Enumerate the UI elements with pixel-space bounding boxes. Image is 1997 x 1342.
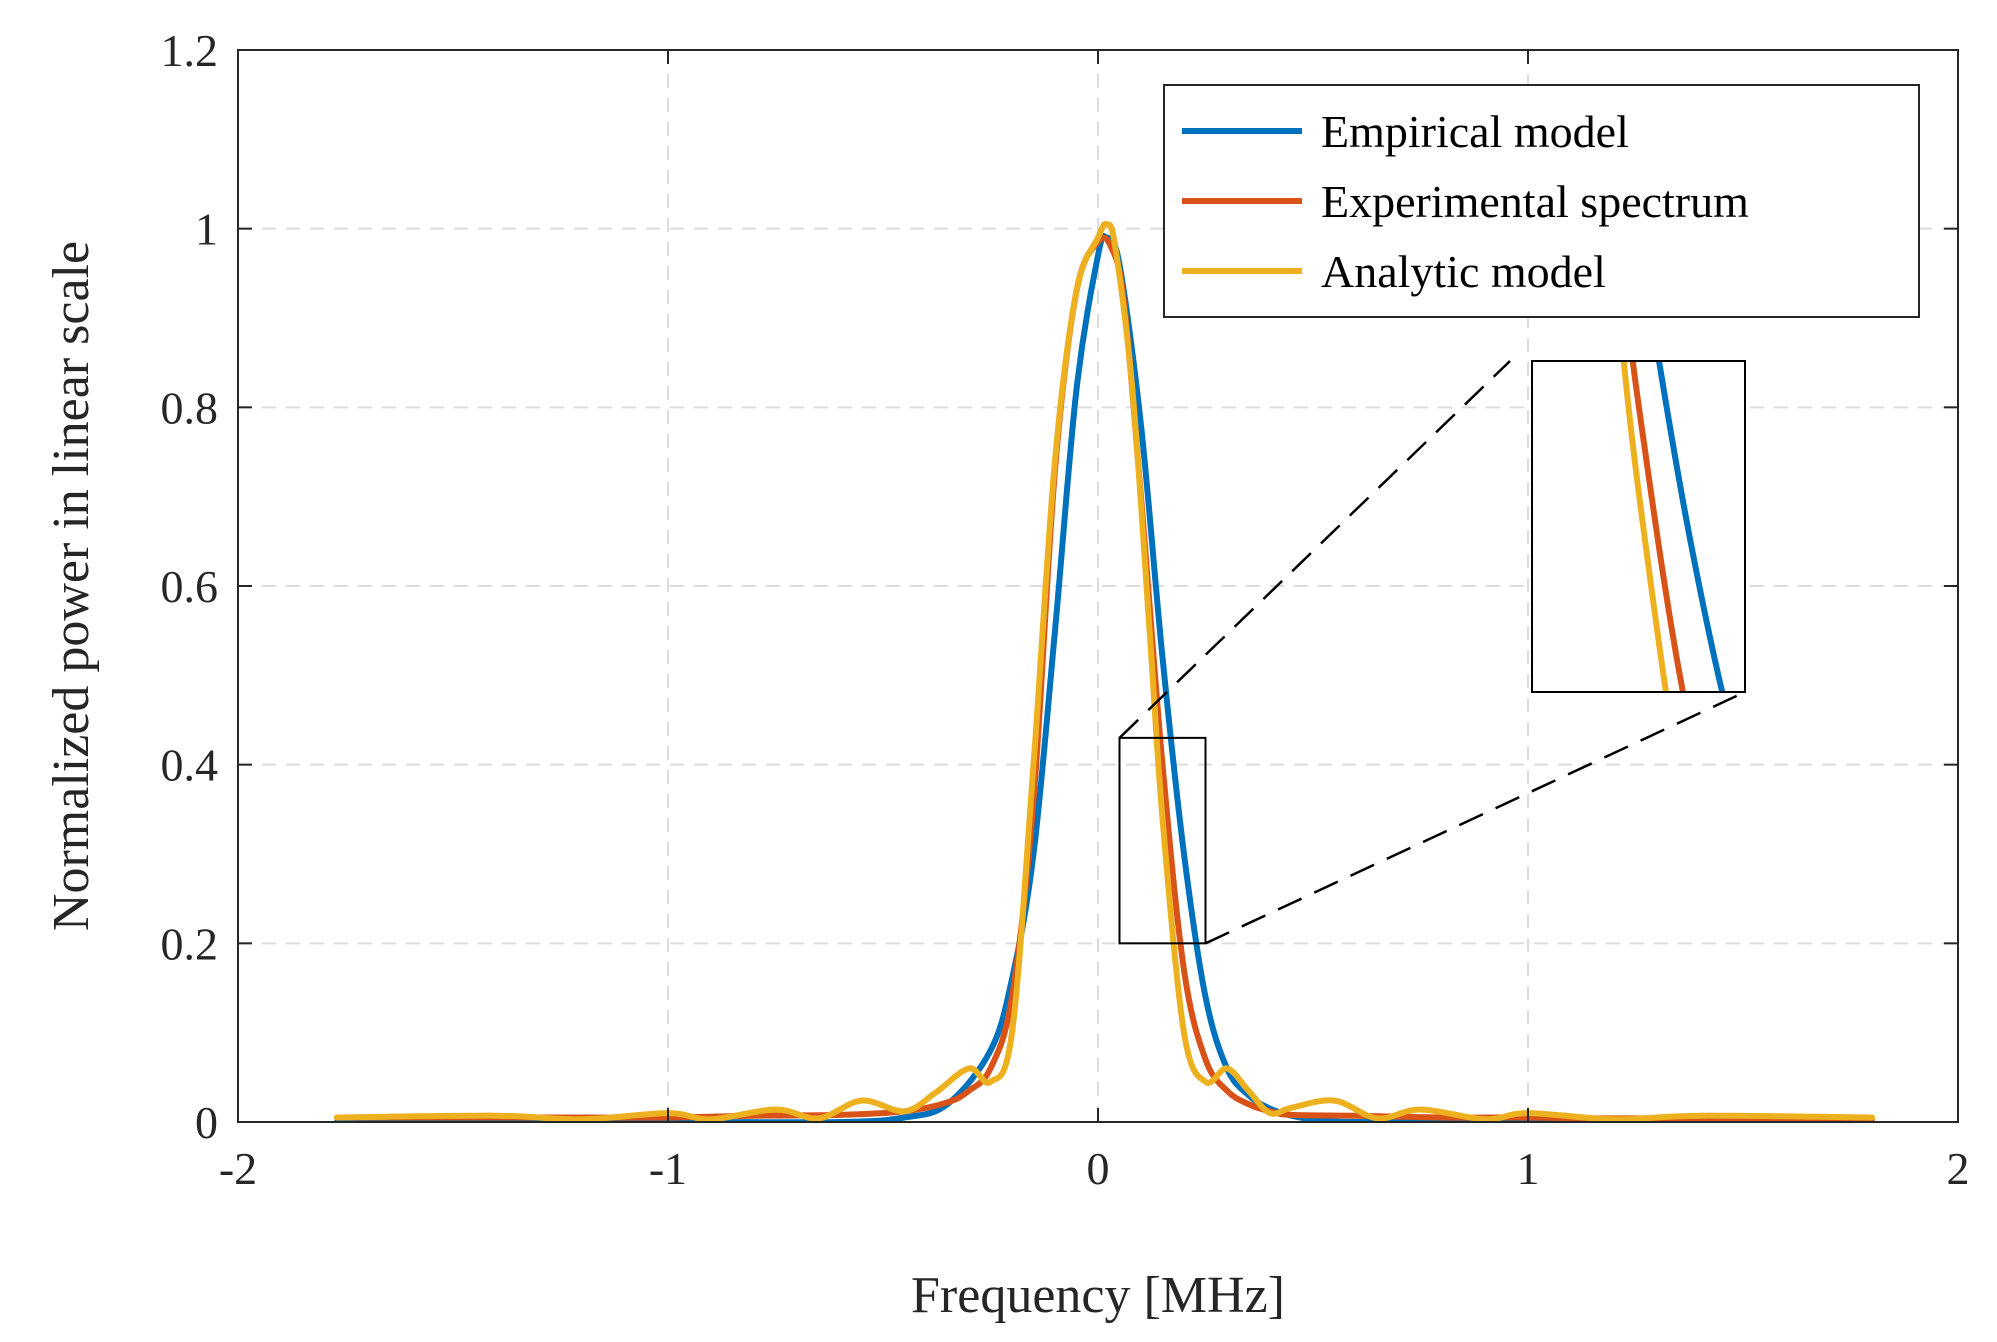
x-axis-label: Frequency [MHz]	[911, 1267, 1285, 1324]
x-tick-label: 2	[1947, 1143, 1970, 1194]
x-tick-label: -2	[219, 1143, 257, 1194]
zoom-connector-bottom	[1204, 690, 1746, 945]
y-tick-label: 1.2	[161, 25, 219, 76]
x-tick-label: -1	[649, 1143, 687, 1194]
series-line-2	[333, 234, 1875, 1122]
series-group	[333, 220, 1875, 1122]
legend-label-3: Analytic model	[1321, 246, 1606, 297]
y-tick-label: 0.2	[161, 918, 219, 969]
legend-label-1: Empirical model	[1321, 106, 1629, 157]
y-axis-label: Normalized power in linear scale	[43, 241, 100, 931]
y-tick-label: 0	[195, 1097, 218, 1148]
legend: Empirical model Experimental spectrum Anal…	[1163, 84, 1920, 318]
y-tick-label: 0.8	[161, 382, 219, 433]
zoom-connector-top	[1118, 360, 1511, 739]
legend-label-2: Experimental spectrum	[1321, 176, 1749, 227]
zoom-annotation	[1118, 360, 1746, 945]
y-tick-label: 0.4	[161, 740, 219, 791]
x-tick-label: 0	[1087, 1143, 1110, 1194]
axes: -2 -1 0 1 2 0 0.2 0.4 0.6 0.8 1 1.2	[161, 25, 1970, 1194]
y-tick-label: 1	[195, 204, 218, 255]
series-line-3	[333, 220, 1875, 1122]
x-tick-label: 1	[1517, 1143, 1540, 1194]
zoom-source-box	[1118, 736, 1207, 945]
y-tick-label: 0.6	[161, 561, 219, 612]
zoom-inset-box	[1531, 360, 1746, 693]
